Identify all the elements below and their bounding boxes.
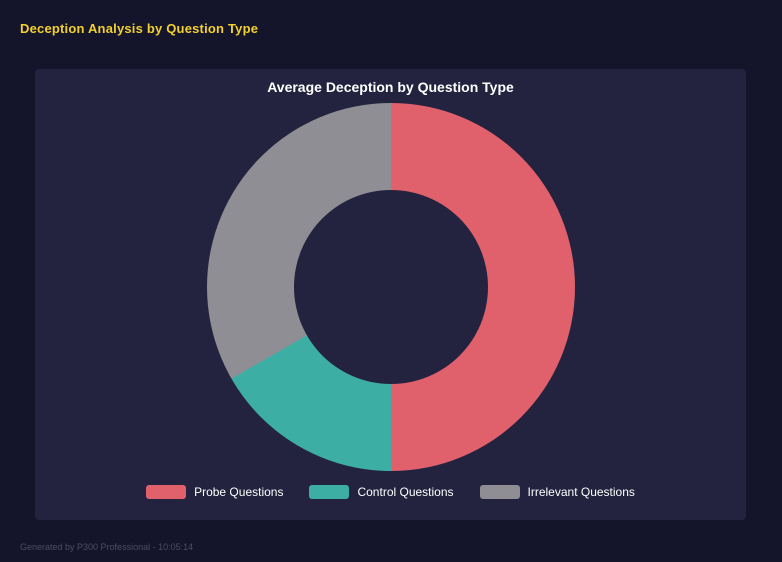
- legend-swatch: [479, 485, 520, 499]
- legend-swatch: [146, 485, 187, 499]
- legend-item[interactable]: Irrelevant Questions: [479, 485, 635, 499]
- page-title: Deception Analysis by Question Type: [20, 21, 259, 36]
- legend-item[interactable]: Probe Questions: [146, 485, 283, 499]
- legend-swatch: [309, 485, 350, 499]
- footer-text: Generated by P300 Professional - 10:05:1…: [20, 542, 194, 552]
- chart-panel: Average Deception by Question Type Probe…: [35, 69, 746, 520]
- legend-label: Control Questions: [357, 485, 454, 499]
- legend-label: Irrelevant Questions: [527, 485, 635, 499]
- legend-label: Probe Questions: [194, 485, 284, 499]
- donut-chart[interactable]: [206, 103, 575, 471]
- chart-legend: Probe Questions Control Questions Irreleva…: [146, 485, 635, 499]
- donut-hole: [293, 190, 488, 384]
- chart-title: Average Deception by Question Type: [267, 79, 514, 95]
- legend-item[interactable]: Control Questions: [309, 485, 454, 499]
